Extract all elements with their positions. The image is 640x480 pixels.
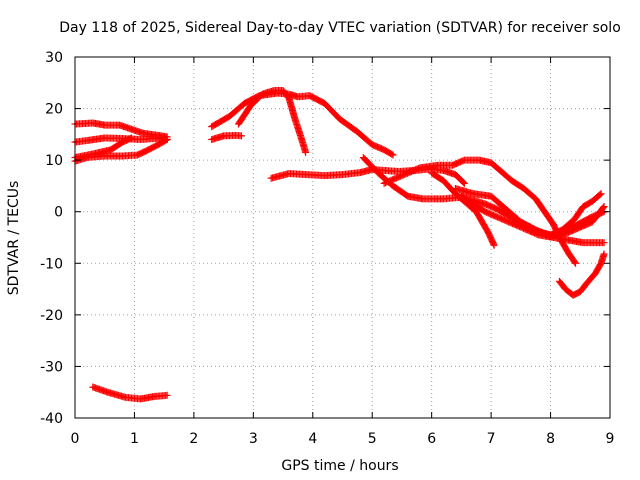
data-point (600, 250, 608, 258)
data-point (571, 258, 579, 266)
data-point (302, 148, 310, 156)
series-track-8 (234, 87, 310, 156)
plot-frame (74, 56, 611, 419)
x-tick-label: 6 (427, 431, 436, 447)
data-point (389, 151, 397, 159)
x-tick-label: 0 (71, 431, 80, 447)
y-tick-label: 20 (45, 102, 63, 118)
grid (75, 57, 610, 418)
data-point (162, 136, 170, 144)
data-point (600, 239, 608, 247)
x-tick-label: 3 (249, 431, 258, 447)
y-tick-label: -20 (40, 308, 63, 324)
y-tick-label: 10 (45, 153, 63, 169)
series-track-5 (89, 383, 171, 403)
data-point (237, 132, 245, 140)
series-track-16 (555, 250, 608, 299)
axis-ticks: 0 1 2 3 4 5 6 7 8 9 -40 -30 -20 -10 0 10 20 30 (40, 50, 614, 447)
data-point (460, 179, 468, 187)
data-point (572, 259, 580, 267)
data-point (600, 203, 608, 211)
y-tick-label: 0 (54, 205, 63, 221)
series-track-15 (517, 203, 608, 240)
data-point (388, 150, 396, 158)
x-tick-label: 8 (546, 431, 555, 447)
x-tick-label: 2 (189, 431, 198, 447)
x-tick-label: 7 (487, 431, 496, 447)
y-tick-label: -30 (40, 359, 63, 375)
y-tick-label: -40 (40, 411, 63, 427)
series-track-4 (71, 134, 135, 162)
series-track-6 (208, 131, 245, 144)
y-tick-label: -10 (40, 256, 63, 272)
x-tick-label: 9 (606, 431, 615, 447)
data-point (163, 391, 171, 399)
data-point (599, 204, 607, 212)
data-point (597, 190, 605, 198)
data-point (596, 191, 604, 199)
y-tick-label: 30 (45, 50, 63, 66)
x-tick-label: 1 (130, 431, 139, 447)
y-axis-label: SDTVAR / TECUs (6, 181, 22, 296)
x-tick-label: 4 (308, 431, 317, 447)
data-point (490, 241, 498, 249)
series-track-3 (71, 136, 171, 165)
chart-title: Day 118 of 2025, Sidereal Day-to-day VTE… (59, 20, 621, 36)
data-point (127, 134, 135, 142)
data-point (459, 178, 467, 186)
x-axis-label: GPS time / hours (281, 458, 398, 474)
data-point (163, 136, 171, 144)
x-tick-label: 5 (368, 431, 377, 447)
series-layer (71, 87, 608, 403)
